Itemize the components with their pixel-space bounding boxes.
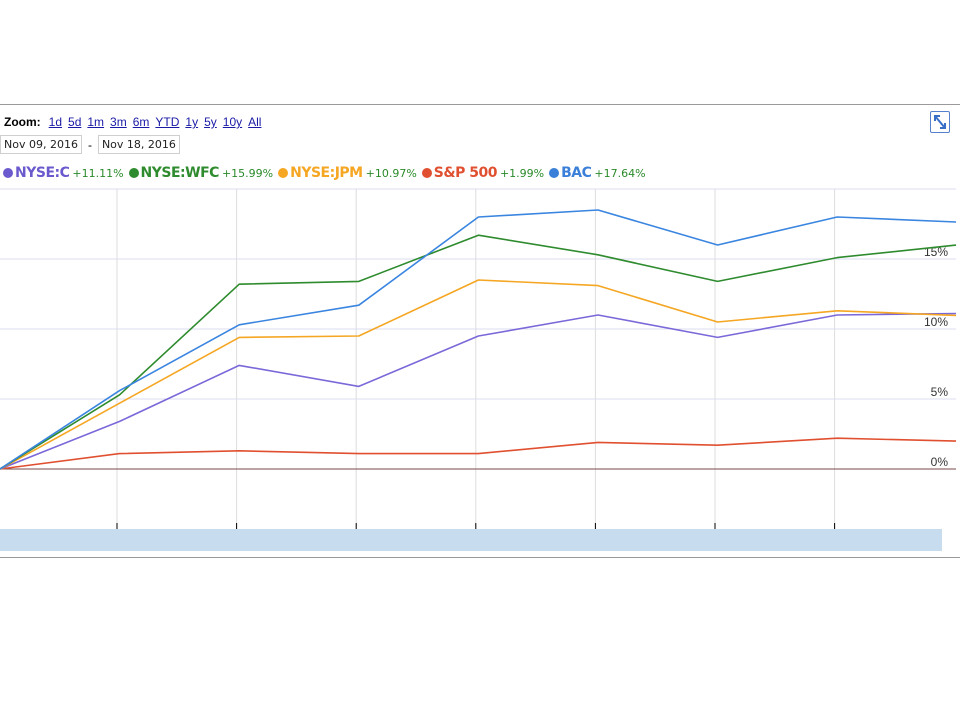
y-tick-label: 10%: [924, 315, 948, 329]
legend-name: NYSE:JPM: [290, 165, 363, 181]
start-date-field[interactable]: Nov 09, 2016: [0, 135, 82, 154]
zoom-6m-link[interactable]: 6m: [132, 115, 150, 129]
zoom-all-link[interactable]: All: [248, 115, 262, 129]
date-range: Nov 09, 2016 - Nov 18, 2016: [0, 135, 180, 154]
legend-change: +1.99%: [499, 166, 545, 180]
y-tick-label: 0%: [931, 455, 949, 469]
series-line-bac: [0, 209, 957, 470]
chart-panel: 0%5%10%15%Wed Nov 9Thu Nov 10Fri Nov 11M…: [0, 104, 960, 558]
legend-dot-icon: [128, 168, 139, 178]
legend-item-wfc[interactable]: NYSE:WFC +15.99%: [128, 165, 274, 181]
series-line-nyse-jpm: [0, 279, 957, 470]
legend: NYSE:C +11.11% NYSE:WFC +15.99% NYSE:JPM…: [3, 165, 651, 181]
date-separator: -: [87, 137, 92, 152]
zoom-ytd-link[interactable]: YTD: [155, 115, 180, 129]
legend-name: BAC: [561, 165, 592, 181]
zoom-10y-link[interactable]: 10y: [222, 115, 243, 129]
series-line-nyse-c: [0, 312, 957, 470]
zoom-5d-link[interactable]: 5d: [68, 115, 82, 129]
end-date-field[interactable]: Nov 18, 2016: [97, 135, 180, 154]
zoom-label: Zoom:: [4, 115, 41, 129]
legend-item-jpm[interactable]: NYSE:JPM +10.97%: [278, 165, 417, 181]
expand-icon: [934, 115, 946, 129]
legend-change: +17.64%: [594, 166, 646, 180]
series-line-s-p-500: [0, 437, 957, 470]
legend-name: NYSE:WFC: [140, 165, 220, 181]
legend-dot-icon: [549, 168, 560, 178]
zoom-3m-link[interactable]: 3m: [110, 115, 127, 129]
zoom-5y-link[interactable]: 5y: [204, 115, 217, 129]
expand-button[interactable]: [930, 111, 950, 133]
legend-dot-icon: [278, 168, 289, 178]
zoom-1m-link[interactable]: 1m: [87, 115, 105, 129]
zoom-1y-link[interactable]: 1y: [185, 115, 199, 129]
zoom-1d-link[interactable]: 1d: [48, 115, 63, 129]
legend-dot-icon: [3, 168, 13, 178]
series-line-nyse-wfc: [0, 234, 957, 470]
legend-name: S&P 500: [433, 165, 498, 181]
legend-dot-icon: [421, 168, 432, 178]
legend-name: NYSE:C: [15, 165, 70, 181]
legend-item-c[interactable]: NYSE:C +11.11%: [3, 165, 124, 181]
zoom-controls: Zoom: 1d 5d 1m 3m 6m YTD 1y 5y 10y All: [4, 115, 261, 129]
y-tick-label: 5%: [931, 385, 949, 399]
legend-change: +15.99%: [221, 166, 274, 180]
legend-change: +11.11%: [72, 166, 124, 180]
legend-item-sp500[interactable]: S&P 500 +1.99%: [421, 165, 545, 181]
legend-item-bac[interactable]: BAC +17.64%: [549, 165, 646, 181]
x-axis-band: [0, 529, 942, 551]
legend-change: +10.97%: [365, 166, 417, 180]
